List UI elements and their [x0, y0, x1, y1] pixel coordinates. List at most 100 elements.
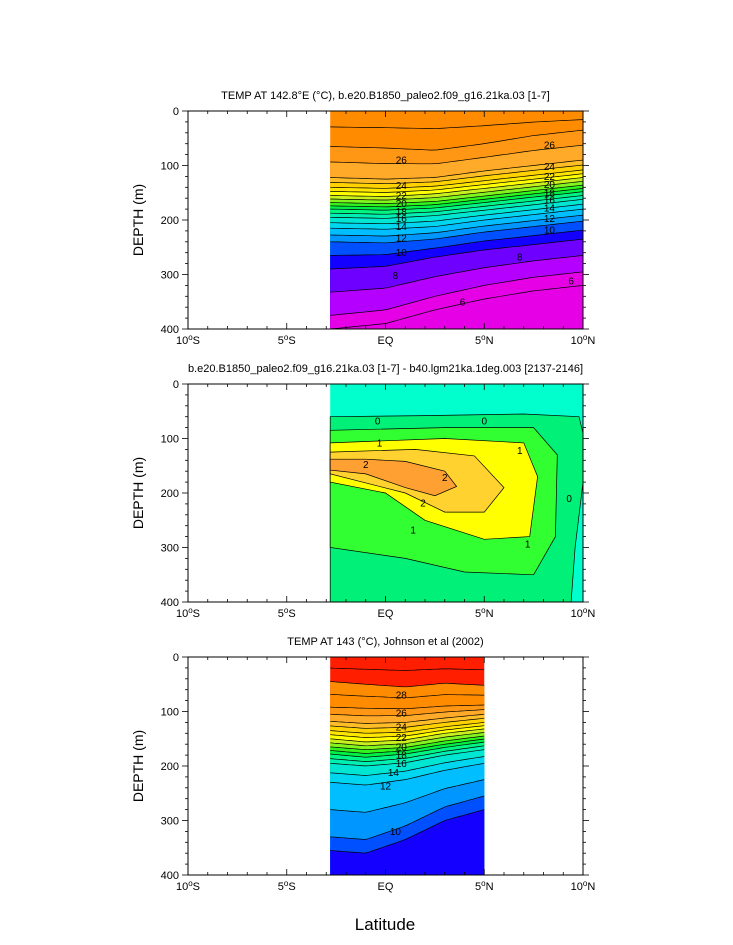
- contour-line-25: [330, 144, 583, 165]
- contour-label: 1: [410, 526, 416, 537]
- contour-line-20: [330, 728, 485, 743]
- y-tick-label: 0: [173, 652, 179, 664]
- contour-line-11: [330, 779, 485, 813]
- contour-label: 24: [396, 181, 408, 192]
- contour-line-22: [330, 169, 583, 189]
- x-tick-label: EQ: [378, 608, 394, 620]
- contour-label: 1: [517, 446, 523, 457]
- field-band-5: [330, 285, 583, 329]
- x-tick-label: 5oN: [475, 879, 494, 893]
- contour-line-21: [330, 173, 583, 193]
- contour-label: 18: [396, 207, 408, 218]
- contour-line-23: [330, 717, 485, 729]
- contour-label: 0: [375, 417, 381, 428]
- contour-label: 2: [442, 473, 448, 484]
- contour-label: 18: [544, 188, 556, 199]
- contour-line-9: [330, 809, 485, 854]
- contour-line-11: [330, 214, 583, 237]
- contour-line-17: [330, 188, 583, 208]
- contour-line-27: [330, 693, 485, 699]
- contour-label: 8: [517, 253, 523, 264]
- contour-label: 6: [568, 277, 574, 288]
- contour-line-24: [330, 713, 485, 724]
- contour-line-8: [330, 238, 583, 270]
- contour-label: 1: [525, 540, 531, 551]
- x-tick-label: 5oS: [278, 879, 296, 893]
- contour-line-12: [330, 208, 583, 230]
- contour-line-15: [330, 745, 485, 762]
- contour-label: 20: [396, 199, 408, 210]
- y-tick-label: 400: [161, 597, 179, 609]
- field-band-9: [330, 809, 485, 875]
- contour-label: 20: [396, 742, 408, 753]
- contour-line-9: [330, 229, 583, 256]
- contour-line-22: [330, 722, 485, 734]
- contour-line-7: [330, 255, 583, 293]
- x-tick-label: 5oN: [475, 333, 494, 347]
- contour-label: 0: [566, 494, 572, 505]
- contour-line-21: [330, 725, 485, 738]
- contour-line-18: [330, 184, 583, 204]
- contour-line-12: [330, 762, 485, 786]
- y-tick-label: 200: [161, 215, 179, 227]
- x-tick-label: 5oS: [278, 606, 296, 620]
- x-tick-label: 5oN: [475, 606, 494, 620]
- panel-3-title: TEMP AT 143 (°C), Johnson et al (2002): [287, 636, 483, 648]
- x-tick-label: EQ: [378, 335, 394, 347]
- contour-line-26: [330, 704, 485, 710]
- x-tick-label: 5oS: [278, 333, 296, 347]
- contour-line-28: [330, 681, 485, 688]
- contour-line-14: [330, 749, 485, 767]
- x-tick-label: 10oN: [571, 606, 596, 620]
- field-region--2: [329, 458, 458, 497]
- contour-label: 18: [396, 751, 408, 762]
- contour-label: 12: [380, 782, 392, 793]
- contour-line-16: [330, 191, 583, 211]
- contour-label: 24: [544, 162, 556, 173]
- contour-line-17: [330, 738, 485, 754]
- figure-xlabel: Latitude: [355, 915, 416, 934]
- contour-label: 10: [396, 248, 408, 259]
- x-tick-label: 10oS: [176, 879, 200, 893]
- y-tick-label: 200: [161, 488, 179, 500]
- contour-label: 1: [377, 438, 383, 449]
- x-tick-label: 10oN: [571, 879, 596, 893]
- contour-label: 12: [544, 214, 556, 225]
- y-tick-label: 200: [161, 761, 179, 773]
- panel-1-title: TEMP AT 142.8°E (°C), b.e20.B1850_paleo2…: [221, 90, 550, 102]
- contour-line-16: [330, 741, 485, 758]
- contour-line-23: [330, 164, 583, 185]
- contour-line-10: [330, 795, 485, 840]
- contour-line-13: [330, 203, 583, 225]
- panel-1-ylabel: DEPTH (m): [130, 184, 146, 256]
- contour-label: 14: [544, 204, 556, 215]
- contour-label: 20: [544, 180, 556, 191]
- contour-label: 6: [460, 297, 466, 308]
- contour-line-19: [330, 732, 485, 747]
- contour-line-26: [330, 129, 583, 151]
- contour-label: 10: [544, 225, 556, 236]
- panel-2-temperature-difference: b.e20.B1850_paleo2.f09_g16.21ka.03 [1-7]…: [130, 363, 595, 620]
- panel-2-ylabel: DEPTH (m): [130, 457, 146, 529]
- y-tick-label: 300: [161, 270, 179, 282]
- y-tick-label: 100: [161, 707, 179, 719]
- contour-label: 26: [396, 156, 408, 167]
- contour-label: 2: [363, 460, 369, 471]
- contour-label: 26: [396, 709, 408, 720]
- contour-line-14: [330, 198, 583, 219]
- contour-line-10: [330, 220, 583, 244]
- contour-line-6: [330, 271, 583, 316]
- y-tick-label: 0: [173, 106, 179, 118]
- contour-label: 22: [396, 733, 408, 744]
- contour-label: 16: [396, 759, 408, 770]
- contour-line-13: [330, 756, 485, 776]
- y-tick-label: 400: [161, 324, 179, 336]
- contour-label: 16: [396, 214, 408, 225]
- contour-label: 0: [481, 417, 487, 428]
- contour-label: 8: [393, 271, 399, 282]
- contour-label: 2: [420, 498, 426, 509]
